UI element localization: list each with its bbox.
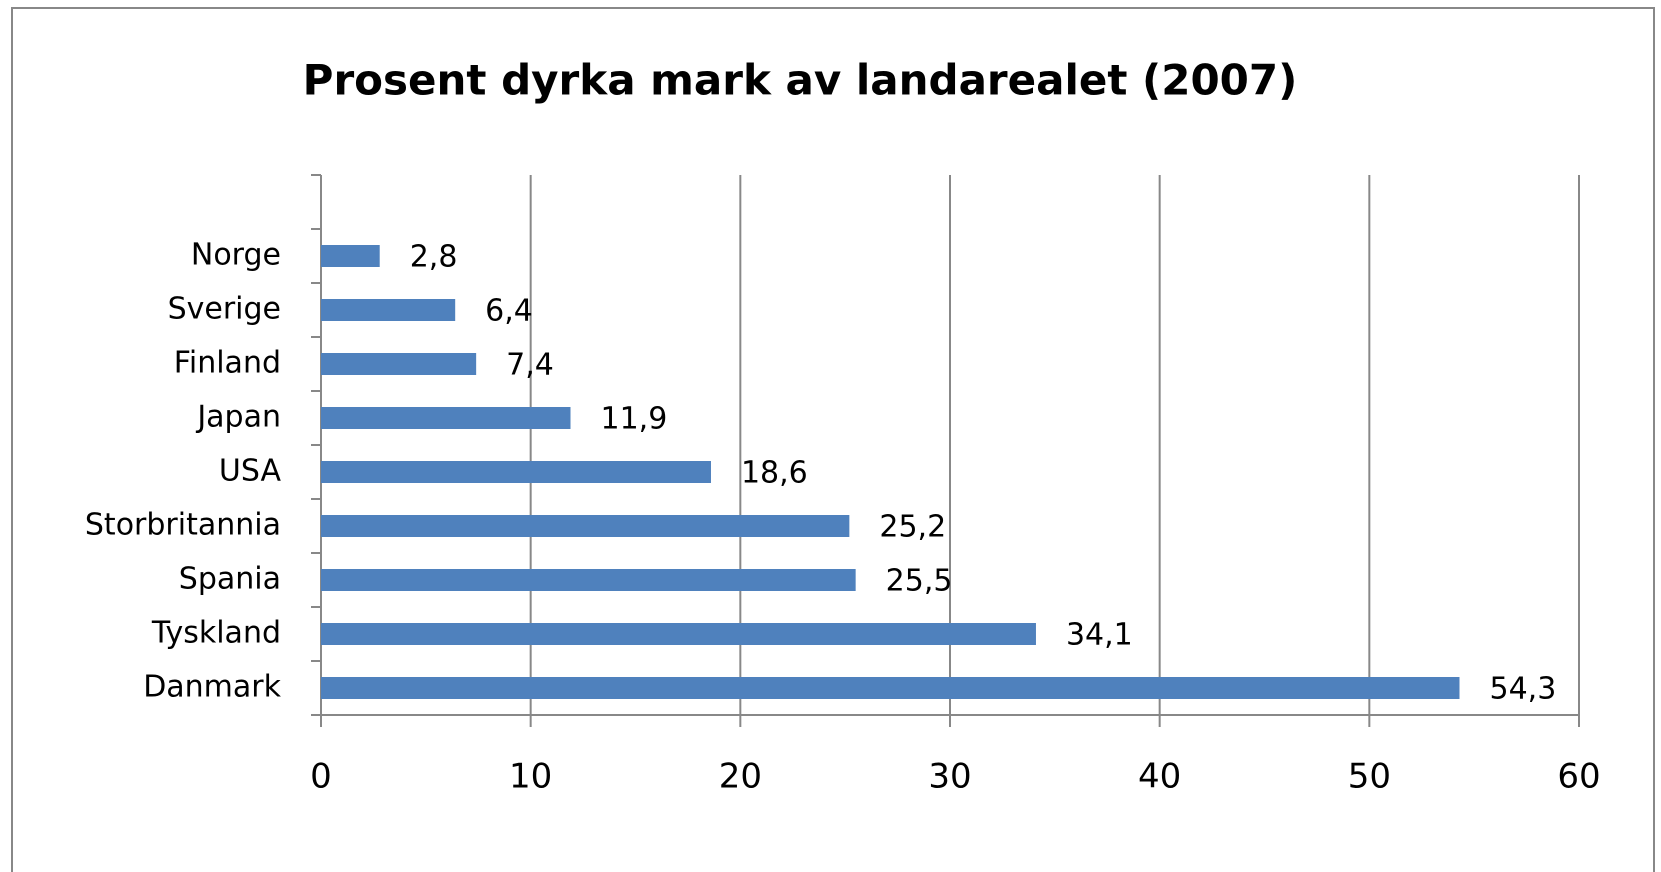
y-tick-label: Japan [195,400,281,435]
x-tick-label: 20 [719,757,762,797]
value-label: 18,6 [741,456,808,491]
bar [321,461,711,483]
bar [321,299,456,321]
y-tick-label: Finland [174,346,281,381]
y-tick-label: Spania [179,562,281,597]
x-tick-label: 60 [1557,757,1600,797]
bar [321,245,380,267]
x-tick-label: 10 [509,757,552,797]
value-label: 11,9 [601,402,668,437]
x-tick-label: 50 [1348,757,1391,797]
chart-frame [11,7,1655,872]
bar [321,569,856,591]
y-tick-label: Danmark [143,670,281,705]
value-label: 6,4 [485,294,533,329]
value-label: 7,4 [506,348,554,383]
x-tick-label: 0 [310,757,332,797]
bar [321,677,1460,699]
y-tick-label: Tyskland [151,616,281,651]
bar [321,623,1036,645]
bar [321,353,477,375]
y-tick-label: Storbritannia [85,508,281,543]
value-label: 34,1 [1066,618,1133,653]
value-label: 25,2 [879,510,946,545]
y-tick-label: Sverige [168,292,281,327]
bar [321,407,571,429]
chart-title: Prosent dyrka mark av landarealet (2007) [303,56,1298,105]
x-tick-label: 40 [1138,757,1181,797]
y-tick-label: USA [219,454,282,489]
value-label: 54,3 [1489,672,1556,707]
x-tick-label: 30 [928,757,971,797]
value-label: 25,5 [886,564,953,599]
bar [321,515,850,537]
value-label: 2,8 [410,240,458,275]
y-tick-label: Norge [191,238,281,273]
